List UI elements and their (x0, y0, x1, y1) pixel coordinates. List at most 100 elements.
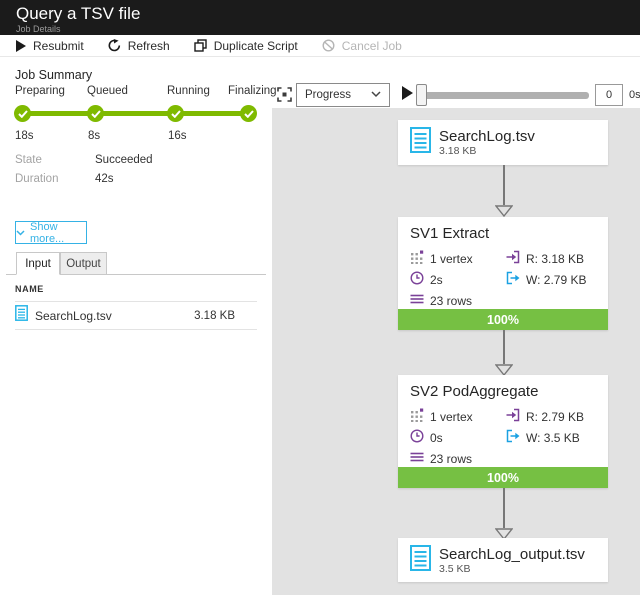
job-graph-canvas[interactable]: SearchLog.tsv 3.18 KB SV1 Extract 1 vert… (272, 108, 640, 595)
check-icon (167, 105, 184, 122)
node-size: 3.5 KB (439, 562, 471, 575)
vertex-count: 1 vertex (410, 248, 506, 269)
state-label: State (15, 154, 42, 166)
tab-input-label: Input (25, 257, 51, 270)
progress-label: 100% (487, 470, 519, 485)
blocked-icon (322, 39, 335, 52)
play-icon (15, 39, 26, 52)
file-name: SearchLog.tsv (35, 308, 112, 323)
node-title: SV2 PodAggregate (410, 383, 539, 400)
graph-node-sv2-podaggregate[interactable]: SV2 PodAggregate 1 vertex R: 2.79 KB 0s … (398, 375, 608, 488)
stage-progress-line (22, 111, 248, 116)
file-icon (15, 305, 28, 326)
write-icon (506, 429, 520, 446)
job-summary-title: Job Summary (15, 68, 93, 82)
page-subtitle: Job Details (16, 24, 61, 34)
tab-output[interactable]: Output (60, 252, 107, 275)
view-mode-value: Progress (305, 89, 352, 101)
fit-to-screen-button[interactable] (277, 87, 292, 107)
resubmit-label: Resubmit (33, 38, 84, 53)
job-summary-panel: Job Summary Preparing Queued Running Fin… (0, 58, 277, 595)
refresh-label: Refresh (127, 38, 170, 53)
cancel-job-button: Cancel Job (322, 39, 402, 53)
chevron-down-icon (16, 227, 25, 239)
cancel-job-label: Cancel Job (341, 38, 402, 53)
stage-time-preparing: 18s (15, 130, 34, 142)
copy-icon (194, 39, 207, 52)
frame-input[interactable]: 0 (595, 84, 623, 106)
row-count: 23 rows (410, 448, 506, 469)
check-icon (14, 105, 31, 122)
write-icon (506, 271, 520, 288)
playback-slider-track[interactable] (417, 92, 589, 99)
file-icon (410, 544, 431, 576)
page-title: Query a TSV file (16, 4, 141, 23)
duration-label: Duration (15, 173, 59, 185)
read-bytes: R: 2.79 KB (506, 406, 608, 427)
node-title: SV1 Extract (410, 225, 490, 242)
clock-icon (410, 271, 424, 288)
stage-time: 0s (410, 427, 506, 448)
read-icon (506, 250, 520, 267)
graph-edge (503, 165, 505, 205)
vertex-grid-icon (410, 408, 424, 425)
check-icon (87, 105, 104, 122)
duplicate-script-button[interactable]: Duplicate Script (194, 39, 298, 53)
table-divider (15, 301, 257, 302)
tab-input[interactable]: Input (16, 252, 60, 275)
graph-node-output-file[interactable]: SearchLog_output.tsv 3.5 KB (398, 538, 608, 582)
node-size: 3.18 KB (439, 145, 477, 157)
chevron-down-icon (371, 89, 381, 101)
progress-bar: 100% (398, 467, 608, 488)
stage-label-preparing: Preparing (15, 85, 65, 97)
table-divider (15, 329, 257, 330)
read-bytes: R: 3.18 KB (506, 248, 608, 269)
row-count: 23 rows (410, 290, 506, 311)
rows-icon (410, 450, 424, 467)
refresh-icon (108, 39, 121, 52)
show-more-label: Show more... (30, 220, 65, 245)
graph-node-input-file[interactable]: SearchLog.tsv 3.18 KB (398, 120, 608, 165)
table-header-name: NAME (15, 284, 44, 294)
stage-time-running: 16s (168, 130, 187, 142)
node-title: SearchLog.tsv (439, 128, 535, 145)
stage-time-queued: 8s (88, 130, 101, 142)
read-icon (506, 408, 520, 425)
stage-time: 2s (410, 269, 506, 290)
show-more-button[interactable]: Show more... (15, 220, 87, 245)
file-icon (410, 127, 431, 158)
resubmit-button[interactable]: Resubmit (15, 39, 84, 53)
state-value: Succeeded (95, 154, 153, 166)
node-title: SearchLog_output.tsv (439, 545, 585, 563)
duration-value: 42s (95, 173, 114, 185)
graph-edge (503, 330, 505, 364)
arrow-down-icon (494, 204, 514, 222)
arrow-down-icon (494, 363, 514, 381)
write-bytes: W: 3.5 KB (506, 427, 608, 448)
graph-node-sv1-extract[interactable]: SV1 Extract 1 vertex R: 3.18 KB 2s W: 2.… (398, 217, 608, 330)
tabs-divider (6, 274, 266, 275)
page-header: Query a TSV file Job Details (0, 0, 640, 35)
stage-label-queued: Queued (87, 85, 128, 97)
stage-label-running: Running (167, 85, 210, 97)
duplicate-script-label: Duplicate Script (213, 38, 298, 53)
file-size: 3.18 KB (194, 309, 235, 322)
vertex-grid-icon (410, 250, 424, 267)
graph-edge (503, 488, 505, 528)
refresh-button[interactable]: Refresh (108, 39, 170, 53)
playback-play-button[interactable] (401, 86, 413, 105)
tab-output-label: Output (66, 257, 101, 270)
table-row[interactable]: SearchLog.tsv 3.18 KB (15, 302, 257, 329)
progress-label: 100% (487, 312, 519, 327)
vertex-count: 1 vertex (410, 406, 506, 427)
clock-icon (410, 429, 424, 446)
elapsed-time-label: 0s (629, 89, 640, 101)
write-bytes: W: 2.79 KB (506, 269, 608, 290)
stage-label-finalizing: Finalizing (228, 85, 277, 97)
arrow-down-icon (494, 527, 514, 545)
toolbar: Resubmit Refresh Duplicate Script Cancel… (0, 35, 640, 57)
playback-slider-handle[interactable] (416, 84, 427, 106)
view-mode-select[interactable]: Progress (296, 83, 390, 107)
check-icon (240, 105, 257, 122)
